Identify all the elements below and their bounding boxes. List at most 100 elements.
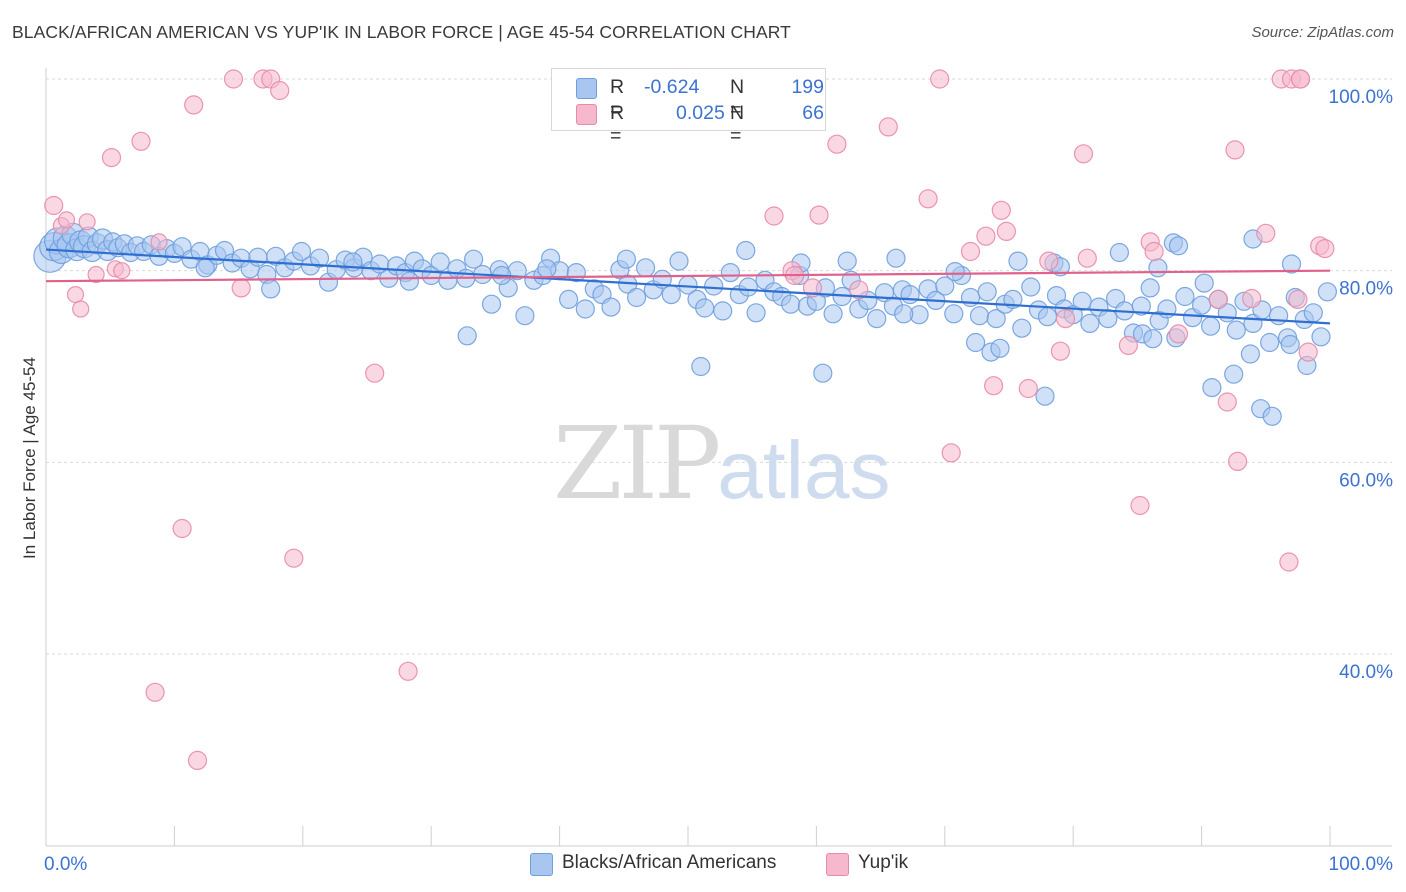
point-yupik-10	[131, 131, 151, 151]
point-blacks-169	[1202, 378, 1222, 398]
point-blacks-183	[1008, 251, 1028, 271]
point-blacks-78	[626, 287, 647, 308]
point-blacks-82	[661, 285, 681, 305]
point-yupik-52	[1225, 140, 1245, 160]
point-blacks-89	[720, 263, 741, 283]
point-yupik-32	[930, 69, 950, 89]
point-yupik-9	[113, 262, 131, 280]
point-blacks-65	[515, 306, 535, 326]
point-blacks-96	[781, 294, 801, 314]
point-blacks-83	[669, 251, 689, 271]
y-tick-label-80: 80.0%	[1339, 279, 1393, 300]
bottom-legend-swatch-blue	[530, 853, 553, 876]
point-blacks-101	[823, 304, 843, 324]
point-blacks-176	[1281, 254, 1302, 274]
point-yupik-4	[72, 300, 90, 318]
point-blacks-196	[894, 304, 914, 324]
bottom-legend-label: Blacks/African Americans	[562, 852, 777, 873]
point-yupik-11	[150, 233, 168, 251]
point-yupik-3	[66, 286, 85, 304]
point-yupik-48	[1144, 241, 1164, 262]
point-yupik-23	[398, 661, 418, 681]
point-blacks-87	[704, 276, 724, 296]
point-yupik-13	[172, 518, 192, 539]
legend-swatch-pink	[576, 104, 597, 125]
point-blacks-123	[1012, 318, 1032, 338]
bottom-legend-label: Yup'ik	[858, 852, 909, 873]
point-blacks-41	[309, 248, 330, 268]
point-blacks-161	[691, 356, 711, 377]
point-blacks-92	[746, 303, 766, 323]
y-tick-label-40: 40.0%	[1339, 662, 1393, 683]
point-blacks-158	[1311, 327, 1331, 347]
point-blacks-194	[195, 258, 215, 278]
legend-n-label: N =	[730, 76, 745, 121]
point-blacks-75	[601, 297, 621, 317]
point-blacks-120	[986, 309, 1006, 329]
point-yupik-37	[991, 200, 1011, 220]
y-tick-label-60: 60.0%	[1339, 470, 1393, 491]
stats-legend: R = -0.624 N = 199 R = 0.025 N = 66	[551, 68, 826, 147]
point-yupik-14	[184, 95, 204, 115]
point-blacks-91	[738, 277, 758, 297]
x-tick-label-min: 0.0%	[44, 854, 87, 875]
point-blacks-110	[900, 285, 920, 305]
legend-n-value: 199	[791, 76, 824, 98]
point-yupik-50	[1208, 289, 1228, 309]
watermark-zip: ZIP	[553, 405, 721, 522]
point-yupik-2	[57, 211, 76, 229]
point-blacks-170	[1224, 364, 1244, 384]
point-blacks-171	[1240, 344, 1261, 364]
point-blacks-160	[457, 326, 477, 346]
point-blacks-86	[695, 298, 715, 318]
point-blacks-118	[969, 306, 990, 326]
bottom-legend-swatch-pink	[826, 853, 849, 876]
point-yupik-45	[1118, 335, 1139, 355]
point-blacks-61	[481, 294, 502, 314]
legend-n-value: 66	[802, 102, 824, 124]
watermark: ZIPatlas	[553, 405, 891, 522]
point-blacks-173	[1262, 406, 1282, 426]
point-yupik-7	[101, 148, 122, 168]
point-yupik-29	[849, 280, 869, 300]
point-blacks-88	[713, 301, 733, 321]
point-yupik-27	[809, 205, 829, 225]
point-yupik-6	[87, 265, 105, 284]
point-blacks-168	[1143, 329, 1163, 349]
point-yupik-16	[223, 69, 244, 89]
point-yupik-40	[1039, 251, 1059, 271]
point-blacks-198	[736, 240, 756, 261]
point-yupik-28	[827, 134, 847, 154]
point-blacks-142	[1175, 286, 1195, 307]
point-yupik-64	[1290, 69, 1311, 89]
point-yupik-63	[1315, 239, 1335, 259]
point-yupik-15	[187, 750, 208, 771]
point-blacks-153	[1268, 306, 1289, 326]
legend-swatch-blue	[576, 78, 597, 99]
point-blacks-179	[1168, 236, 1189, 256]
point-yupik-46	[1130, 495, 1150, 516]
legend-r-label: R =	[610, 76, 625, 121]
point-yupik-49	[1168, 324, 1189, 344]
point-blacks-174	[1280, 334, 1300, 355]
point-blacks-131	[1080, 313, 1100, 333]
point-yupik-31	[918, 189, 938, 209]
point-blacks-138	[1140, 278, 1160, 298]
legend-r-value: 0.025	[676, 102, 725, 124]
point-blacks-185	[886, 248, 906, 268]
point-blacks-159	[1317, 282, 1338, 302]
point-blacks-189	[537, 259, 557, 279]
point-blacks-39	[291, 241, 312, 262]
point-blacks-148	[1226, 320, 1246, 340]
point-blacks-191	[399, 271, 419, 291]
point-blacks-152	[1260, 332, 1280, 353]
point-blacks-144	[1191, 295, 1212, 315]
point-blacks-126	[1037, 307, 1058, 327]
chart-title: BLACK/AFRICAN AMERICAN VS YUP'IK IN LABO…	[12, 22, 791, 42]
point-yupik-33	[941, 443, 961, 463]
point-blacks-162	[813, 363, 833, 383]
point-yupik-30	[878, 117, 898, 137]
trend-line-blacks	[45, 248, 1331, 325]
x-tick-label-max: 100.0%	[1329, 854, 1394, 875]
